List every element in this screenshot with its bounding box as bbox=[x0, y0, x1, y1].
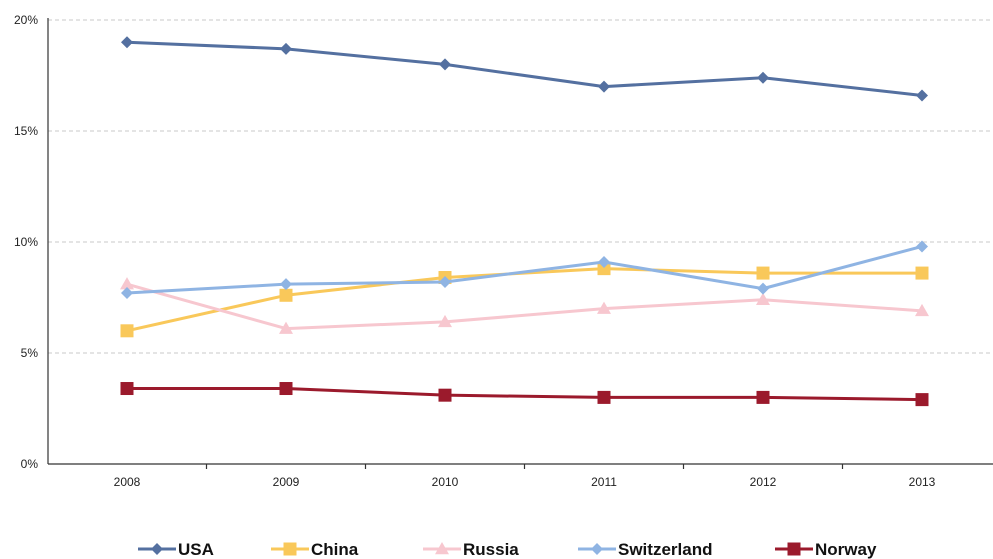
data-point-china bbox=[279, 288, 293, 302]
data-point-china bbox=[915, 266, 929, 280]
x-tick-label: 2009 bbox=[273, 475, 300, 489]
series-lines bbox=[120, 36, 929, 407]
data-point-switzerland bbox=[757, 282, 769, 295]
series-line-usa bbox=[126, 40, 923, 97]
data-point-usa bbox=[598, 80, 610, 93]
legend-label-russia: Russia bbox=[463, 540, 519, 559]
legend-label-switzerland: Switzerland bbox=[618, 540, 712, 559]
data-point-norway bbox=[279, 382, 293, 396]
legend-item-switzerland: Switzerland bbox=[578, 540, 712, 559]
data-point-usa bbox=[916, 89, 928, 102]
y-tick-label: 20% bbox=[14, 13, 38, 27]
legend-label-china: China bbox=[311, 540, 359, 559]
gridlines bbox=[48, 19, 993, 354]
x-tick-label: 2012 bbox=[750, 475, 777, 489]
axes: 0% 5% 10% 15% 20% 2008 2009 2010 2011 2012 2013 bbox=[14, 13, 993, 489]
legend-item-russia: Russia bbox=[423, 540, 519, 559]
legend-label-usa: USA bbox=[178, 540, 214, 559]
data-point-norway bbox=[438, 388, 452, 402]
x-tick-label: 2011 bbox=[591, 475, 617, 489]
data-point-russia bbox=[915, 303, 929, 317]
data-point-norway bbox=[756, 390, 770, 404]
data-point-russia bbox=[438, 314, 452, 328]
legend: USA China Russia Switzerland Norway bbox=[138, 540, 877, 559]
legend-marker-norway bbox=[787, 542, 801, 556]
data-point-russia bbox=[597, 301, 611, 314]
series-line-russia bbox=[126, 282, 923, 331]
y-tick-label: 15% bbox=[14, 124, 38, 138]
data-point-russia bbox=[756, 292, 770, 305]
data-point-usa bbox=[121, 36, 133, 49]
data-point-switzerland bbox=[121, 287, 133, 300]
data-point-russia bbox=[120, 277, 134, 290]
legend-marker-russia bbox=[435, 542, 449, 555]
series-russia bbox=[120, 277, 929, 334]
data-point-china bbox=[597, 262, 611, 276]
legend-marker-usa bbox=[151, 543, 163, 555]
x-tick-label: 2013 bbox=[909, 475, 936, 489]
data-point-usa bbox=[757, 71, 769, 84]
series-norway bbox=[120, 382, 929, 407]
data-point-switzerland bbox=[598, 255, 610, 268]
legend-item-usa: USA bbox=[138, 540, 214, 559]
data-point-china bbox=[756, 266, 770, 280]
series-line-switzerland bbox=[126, 244, 923, 295]
legend-marker-china bbox=[283, 542, 297, 556]
data-point-norway bbox=[597, 390, 611, 404]
data-point-norway bbox=[120, 382, 134, 396]
legend-item-china: China bbox=[271, 540, 359, 559]
series-switzerland bbox=[121, 240, 928, 300]
legend-marker-switzerland bbox=[591, 543, 603, 555]
data-point-norway bbox=[915, 393, 929, 407]
x-tick-label: 2010 bbox=[432, 475, 459, 489]
y-tick-label: 10% bbox=[14, 235, 38, 249]
data-point-switzerland bbox=[280, 278, 292, 291]
series-line-norway bbox=[127, 387, 923, 402]
data-point-china bbox=[120, 324, 134, 338]
data-point-usa bbox=[439, 58, 451, 71]
data-point-switzerland bbox=[916, 240, 928, 253]
data-point-russia bbox=[279, 321, 293, 334]
y-tick-label: 5% bbox=[21, 346, 39, 360]
legend-item-norway: Norway bbox=[775, 540, 877, 559]
x-tick-label: 2008 bbox=[114, 475, 141, 489]
data-point-usa bbox=[280, 42, 292, 55]
data-point-switzerland bbox=[439, 275, 451, 288]
legend-label-norway: Norway bbox=[815, 540, 877, 559]
series-usa bbox=[121, 36, 928, 102]
y-tick-label: 0% bbox=[21, 457, 39, 471]
